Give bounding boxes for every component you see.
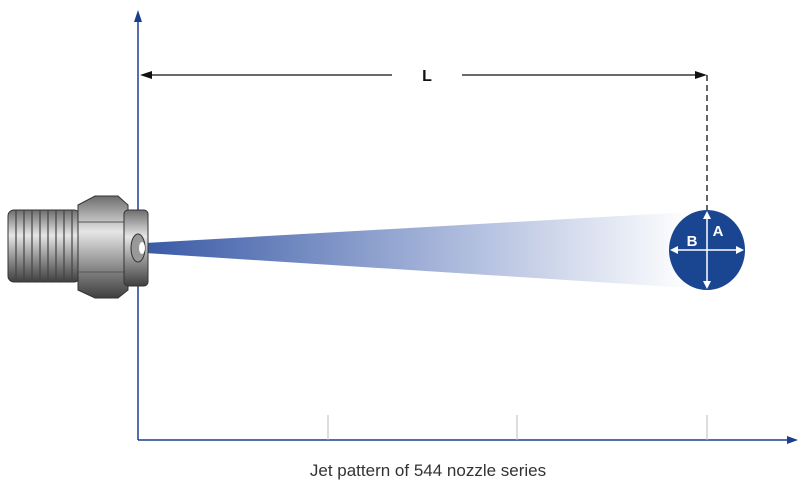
nozzle	[7, 195, 149, 299]
dimension	[148, 74, 708, 212]
spot-arrows	[675, 216, 739, 284]
dim-arrow-left	[140, 71, 152, 79]
x-arrow	[787, 436, 798, 444]
label-a: A	[713, 223, 724, 240]
dim-arrow-right	[695, 71, 707, 79]
spray-cone	[145, 212, 690, 288]
spot-arrowheads	[670, 211, 744, 289]
y-arrow	[134, 10, 142, 22]
caption: Jet pattern of 544 nozzle series	[310, 461, 546, 480]
ticks	[327, 415, 708, 440]
label-b: B	[687, 233, 698, 250]
dimension-label: L	[422, 68, 432, 85]
